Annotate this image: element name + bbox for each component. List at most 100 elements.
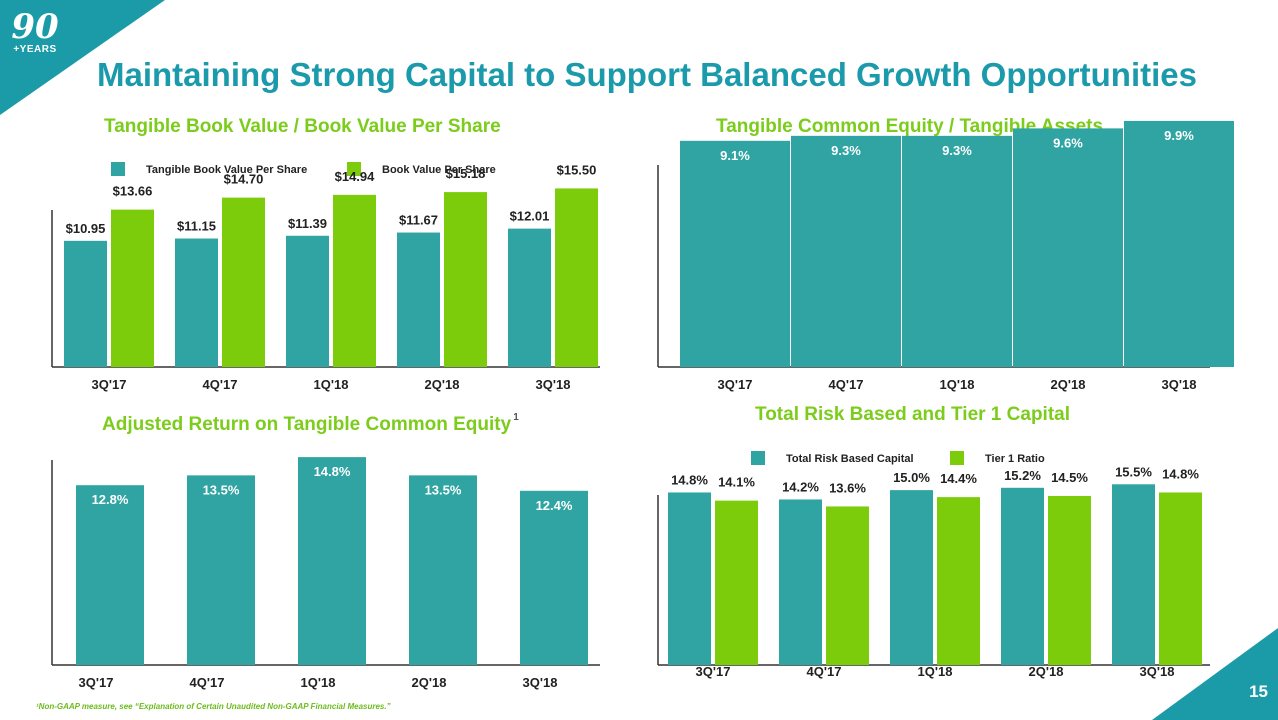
- category-label: 1Q'18: [314, 377, 349, 392]
- bar: [890, 490, 933, 665]
- logo-years-text: +YEARS: [13, 44, 57, 55]
- legend-label: Tangible Book Value Per Share: [146, 164, 307, 176]
- bar: [286, 235, 329, 367]
- category-label: 4Q'17: [807, 664, 842, 679]
- legend-label: Book Value Per Share: [382, 164, 496, 176]
- bar: [937, 497, 980, 665]
- data-label: 9.3%: [831, 143, 861, 158]
- bar: [779, 499, 822, 665]
- data-label: $10.95: [66, 221, 106, 236]
- data-label: 12.4%: [536, 498, 573, 513]
- logo-number: 90: [11, 7, 59, 47]
- anniversary-logo: 90 +YEARS: [6, 10, 64, 62]
- category-label: 2Q'18: [1029, 664, 1064, 679]
- corner-decoration-bottom: [1152, 628, 1278, 720]
- bar: [111, 209, 154, 367]
- data-label: 9.1%: [720, 148, 750, 163]
- bar: [175, 238, 218, 367]
- category-label: 3Q'18: [536, 377, 571, 392]
- bar: [64, 240, 107, 367]
- footnote: ¹Non-GAAP measure, see “Explanation of C…: [36, 702, 391, 711]
- data-label: 9.9%: [1164, 128, 1194, 143]
- data-label: $12.01: [510, 209, 550, 224]
- legend-label: Tier 1 Ratio: [985, 453, 1045, 465]
- page-title: Maintaining Strong Capital to Support Ba…: [97, 56, 1197, 93]
- data-label: 14.1%: [718, 475, 755, 490]
- data-label: $11.67: [399, 213, 438, 228]
- bar: [668, 492, 711, 665]
- data-label: 12.8%: [92, 492, 129, 507]
- page-number: 15: [1249, 682, 1268, 701]
- chart-title-capital: Total Risk Based and Tier 1 Capital: [755, 404, 1071, 425]
- data-label: 14.8%: [1162, 466, 1199, 481]
- data-label: 9.6%: [1053, 135, 1083, 150]
- data-label: 15.5%: [1115, 464, 1152, 479]
- data-label: $11.39: [288, 216, 327, 231]
- footnote-marker: 1: [513, 412, 519, 423]
- bar: [76, 485, 144, 665]
- data-label: 9.3%: [942, 143, 972, 158]
- bar: [520, 490, 588, 665]
- bar: [409, 475, 477, 665]
- category-label: 2Q'18: [412, 675, 447, 690]
- bar: [508, 228, 551, 367]
- category-label: 3Q'17: [718, 377, 753, 392]
- category-label: 4Q'17: [203, 377, 238, 392]
- category-label: 2Q'18: [425, 377, 460, 392]
- bar: [826, 506, 869, 665]
- bar: [397, 232, 440, 367]
- category-label: 1Q'18: [918, 664, 953, 679]
- legend-swatch: [950, 451, 964, 465]
- data-label: 14.5%: [1051, 470, 1088, 485]
- data-label: 14.4%: [940, 471, 977, 486]
- bar: [1013, 128, 1123, 367]
- category-label: 3Q'18: [1162, 377, 1197, 392]
- category-label: 2Q'18: [1051, 377, 1086, 392]
- data-label: 13.5%: [425, 482, 462, 497]
- legend-label: Total Risk Based Capital: [786, 453, 914, 465]
- data-label: $15.18: [446, 166, 486, 181]
- bar: [1112, 484, 1155, 665]
- category-label: 3Q'18: [523, 675, 558, 690]
- data-label: 14.2%: [782, 479, 819, 494]
- legend-swatch: [347, 162, 361, 176]
- bar: [1124, 120, 1234, 367]
- category-label: 3Q'17: [696, 664, 731, 679]
- bar: [187, 475, 255, 665]
- data-label: $15.50: [557, 162, 597, 177]
- category-label: 1Q'18: [301, 675, 336, 690]
- bar: [222, 197, 265, 367]
- category-label: 4Q'17: [829, 377, 864, 392]
- bar: [298, 457, 366, 665]
- data-label: $11.15: [177, 219, 216, 234]
- data-label: $14.70: [224, 172, 264, 187]
- data-label: $14.94: [335, 169, 376, 184]
- data-label: 14.8%: [314, 464, 351, 479]
- bar: [555, 188, 598, 367]
- category-label: 3Q'17: [79, 675, 114, 690]
- data-label: 14.8%: [671, 472, 708, 487]
- category-label: 3Q'17: [92, 377, 127, 392]
- chart-title-rotce: Adjusted Return on Tangible Common Equit…: [102, 412, 519, 436]
- chart-title-tbv: Tangible Book Value / Book Value Per Sha…: [104, 116, 501, 137]
- legend-swatch: [111, 162, 125, 176]
- chart-title-tce: Tangible Common Equity / Tangible Assets: [716, 116, 1104, 137]
- data-label: 15.0%: [893, 470, 930, 485]
- legend-swatch: [751, 451, 765, 465]
- bar: [680, 140, 790, 367]
- bar: [791, 135, 901, 367]
- bar: [902, 135, 1012, 367]
- category-label: 4Q'17: [190, 675, 225, 690]
- bar: [444, 192, 487, 367]
- bar: [715, 500, 758, 665]
- data-label: 13.5%: [203, 482, 240, 497]
- bar: [1001, 487, 1044, 665]
- bar: [333, 194, 376, 367]
- corner-decoration: [0, 0, 165, 115]
- data-label: $13.66: [113, 184, 153, 199]
- bar: [1048, 495, 1091, 665]
- data-label: 15.2%: [1004, 468, 1041, 483]
- category-label: 1Q'18: [940, 377, 975, 392]
- chart-title-rotce-text: Adjusted Return on Tangible Common Equit…: [102, 414, 512, 435]
